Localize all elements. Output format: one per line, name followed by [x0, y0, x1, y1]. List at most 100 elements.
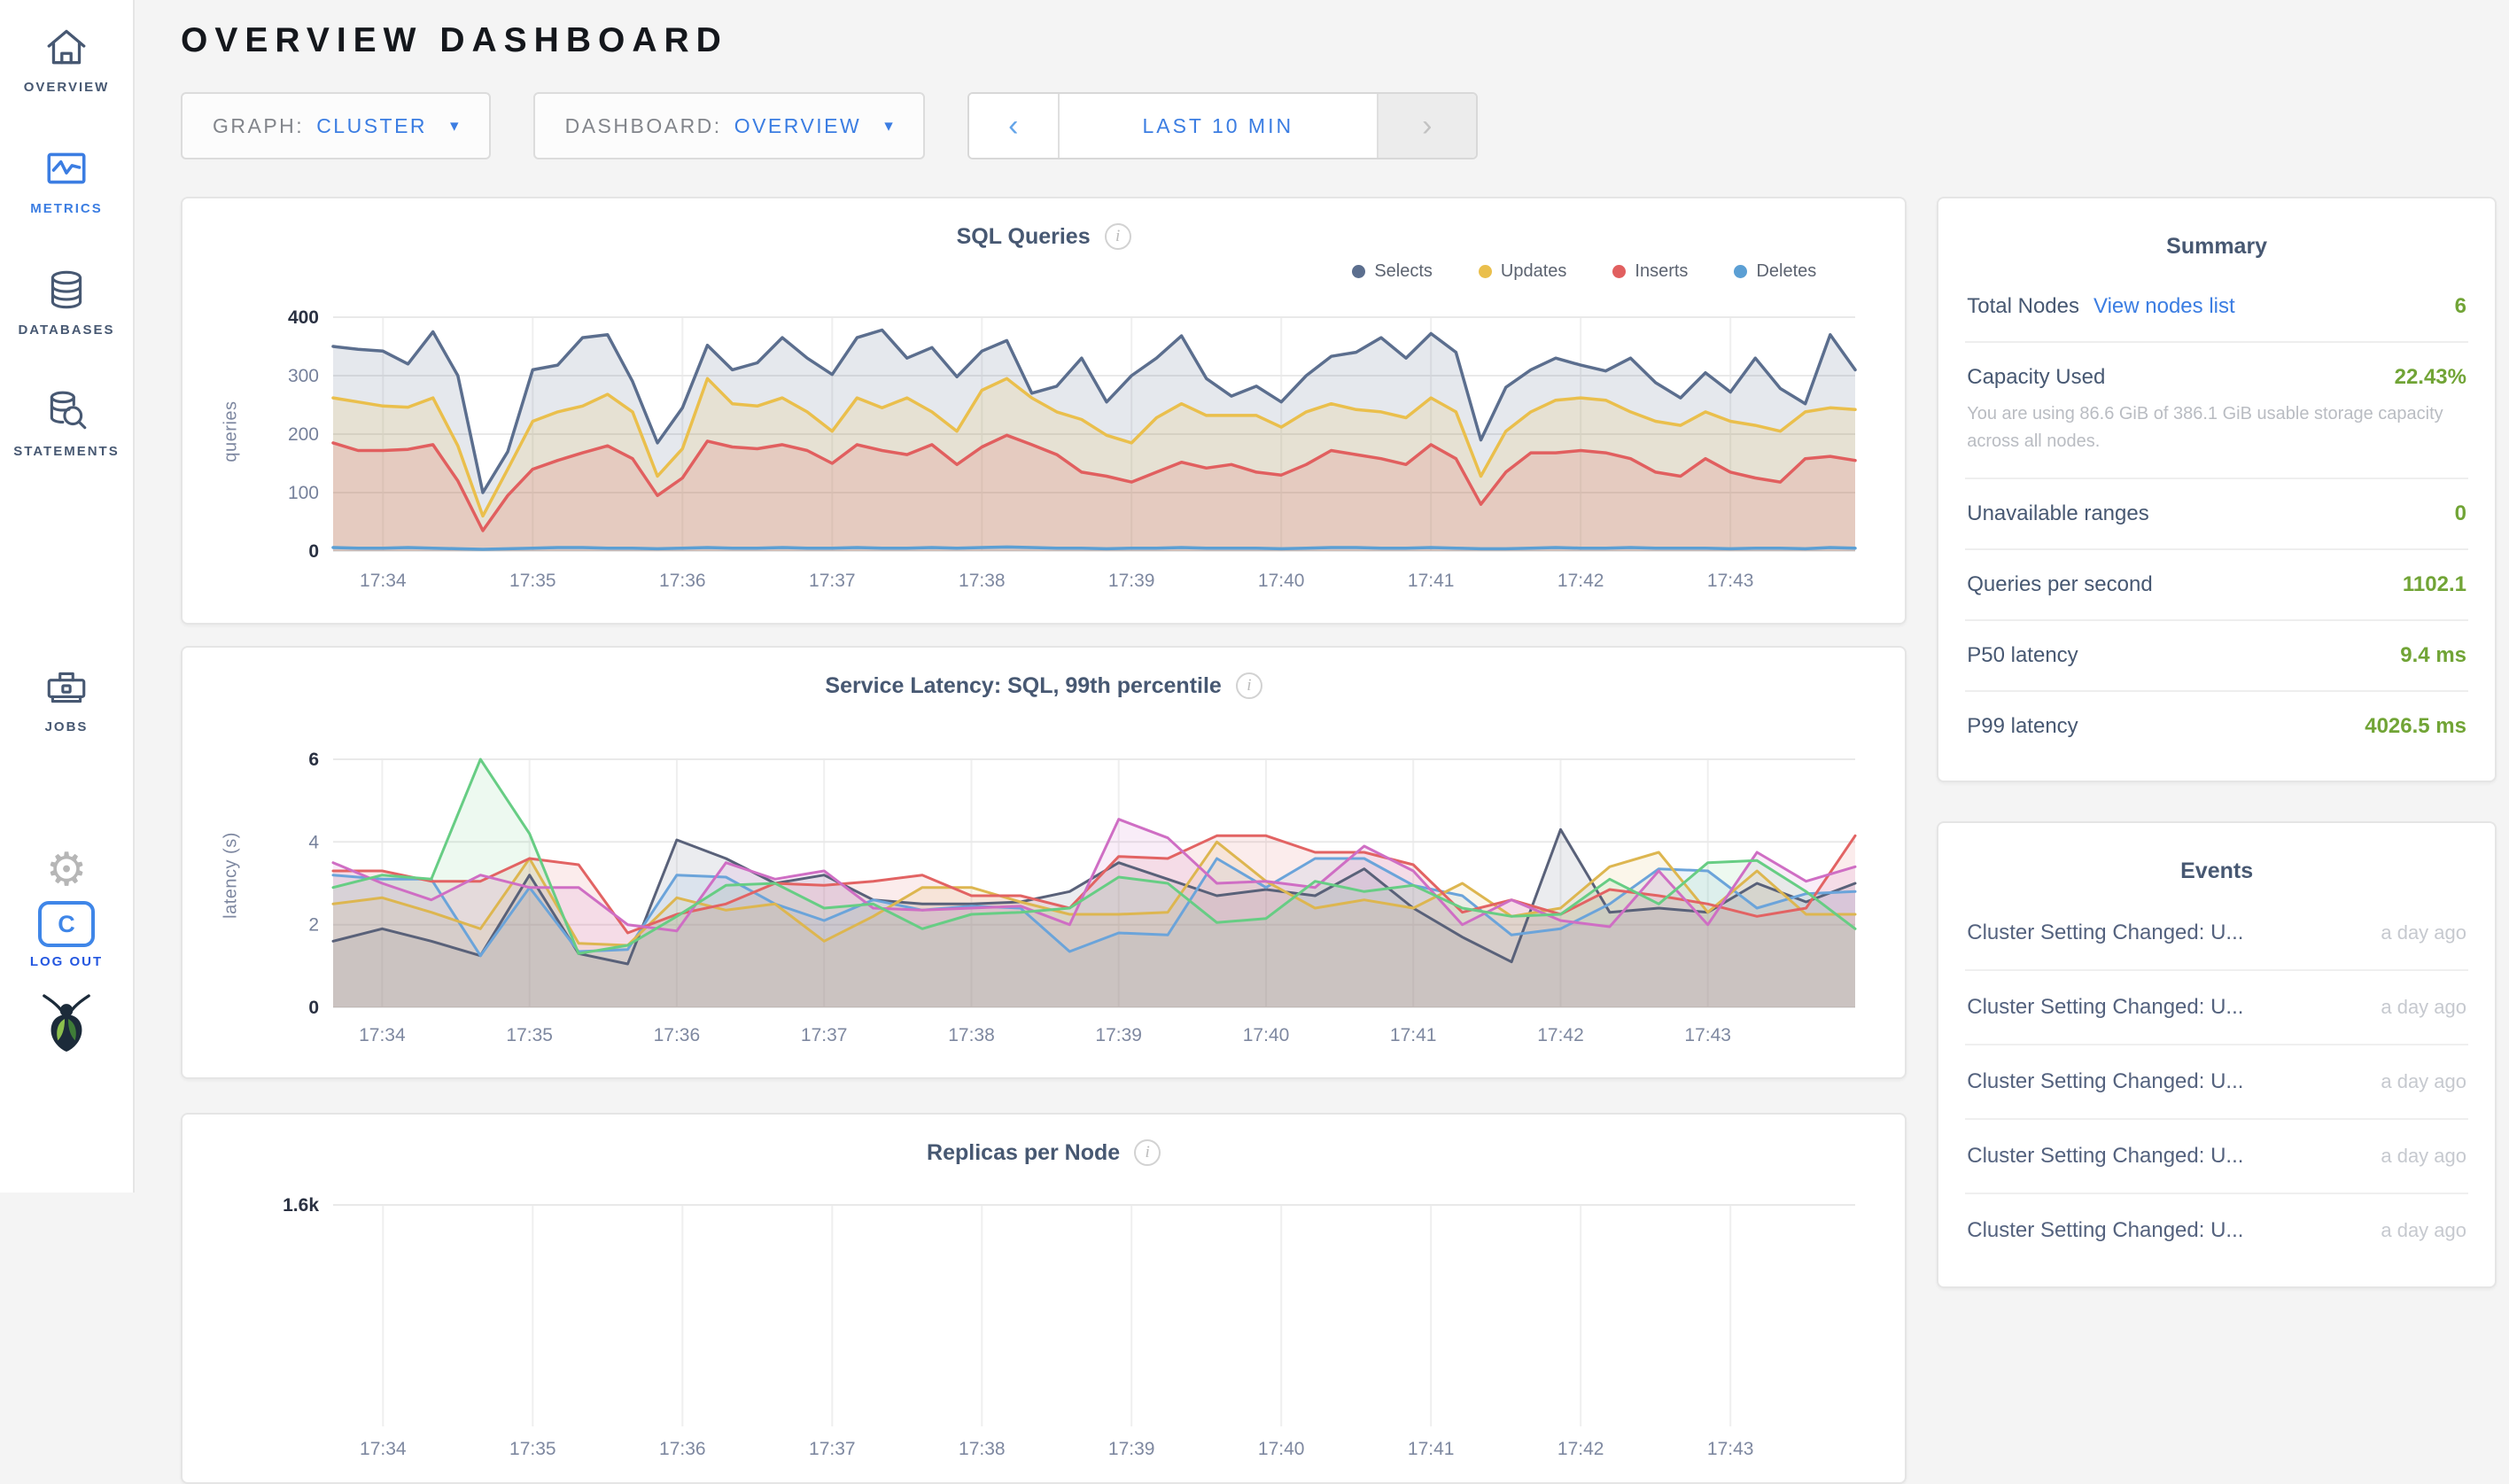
event-time: a day ago — [2381, 921, 2466, 944]
svg-text:0: 0 — [308, 998, 319, 1018]
summary-row-p50: P50 latency 9.4 ms — [1965, 621, 2468, 692]
event-time: a day ago — [2381, 1219, 2466, 1242]
metrics-icon — [43, 144, 90, 192]
svg-text:17:41: 17:41 — [1390, 1025, 1437, 1045]
capacity-caption: You are using 86.6 GiB of 386.1 GiB usab… — [1967, 400, 2466, 455]
event-row[interactable]: Cluster Setting Changed: U... a day ago — [1965, 971, 2468, 1045]
svg-text:17:37: 17:37 — [801, 1025, 848, 1045]
service-latency-card: Service Latency: SQL, 99th percentile i … — [181, 646, 1907, 1079]
event-text: Cluster Setting Changed: U... — [1967, 1218, 2243, 1243]
event-row[interactable]: Cluster Setting Changed: U... a day ago — [1965, 1120, 2468, 1194]
svg-text:17:35: 17:35 — [509, 571, 556, 591]
svg-text:17:36: 17:36 — [659, 1439, 706, 1459]
legend-dot — [1479, 265, 1492, 278]
info-icon[interactable]: i — [1134, 1139, 1161, 1166]
summary-label: Capacity Used — [1967, 365, 2105, 390]
svg-text:17:39: 17:39 — [1095, 1025, 1142, 1045]
legend-label: Deletes — [1756, 261, 1816, 282]
graph-dropdown[interactable]: GRAPH: CLUSTER ▾ — [181, 92, 491, 159]
svg-text:200: 200 — [288, 424, 319, 445]
svg-text:17:40: 17:40 — [1258, 1439, 1305, 1459]
svg-text:17:37: 17:37 — [809, 571, 856, 591]
svg-text:17:43: 17:43 — [1707, 571, 1754, 591]
main-content: OVERVIEW DASHBOARD GRAPH: CLUSTER ▾ DASH… — [133, 0, 2509, 1484]
event-text: Cluster Setting Changed: U... — [1967, 1144, 2243, 1169]
summary-value: 6 — [2455, 294, 2466, 319]
event-row[interactable]: Cluster Setting Changed: U... a day ago — [1965, 897, 2468, 971]
svg-text:6: 6 — [308, 750, 319, 770]
event-time: a day ago — [2381, 1070, 2466, 1093]
svg-text:17:40: 17:40 — [1243, 1025, 1290, 1045]
sql-queries-card: SQL Queries i Selects Updates Inserts — [181, 197, 1907, 625]
event-row[interactable]: Cluster Setting Changed: U... a day ago — [1965, 1194, 2468, 1267]
chevron-down-icon: ▾ — [884, 116, 893, 136]
svg-text:17:34: 17:34 — [359, 1025, 406, 1045]
summary-value: 4026.5 ms — [2365, 714, 2466, 739]
event-time: a day ago — [2381, 996, 2466, 1019]
legend-item-updates: Updates — [1479, 261, 1567, 282]
svg-text:400: 400 — [288, 307, 319, 328]
sidebar-item-overview[interactable]: OVERVIEW — [24, 23, 110, 95]
legend-item-deletes: Deletes — [1734, 261, 1816, 282]
chart-title: Replicas per Node — [927, 1140, 1120, 1166]
svg-text:17:37: 17:37 — [809, 1439, 856, 1459]
svg-text:17:35: 17:35 — [506, 1025, 553, 1045]
svg-text:17:38: 17:38 — [959, 571, 1006, 591]
y-axis-title: queries — [221, 369, 242, 493]
sidebar-item-metrics[interactable]: METRICS — [30, 144, 103, 216]
sidebar-item-settings[interactable]: ⚙ — [46, 848, 88, 892]
svg-text:17:38: 17:38 — [948, 1025, 995, 1045]
sidebar-item-label: STATEMENTS — [13, 444, 119, 459]
view-nodes-link[interactable]: View nodes list — [2093, 294, 2235, 318]
summary-value: 1102.1 — [2403, 572, 2466, 597]
svg-text:17:39: 17:39 — [1108, 1439, 1155, 1459]
svg-text:100: 100 — [288, 483, 319, 503]
dashboard-dropdown[interactable]: DASHBOARD: OVERVIEW ▾ — [533, 92, 925, 159]
event-text: Cluster Setting Changed: U... — [1967, 1069, 2243, 1094]
svg-text:1.6k: 1.6k — [283, 1195, 319, 1216]
sidebar-item-label: DATABASES — [18, 322, 114, 338]
summary-label: Queries per second — [1967, 572, 2152, 597]
sidebar-item-logout[interactable]: C LOG OUT — [30, 901, 103, 969]
legend-item-inserts: Inserts — [1612, 261, 1688, 282]
cockroachdb-logo[interactable] — [39, 992, 94, 1053]
event-text: Cluster Setting Changed: U... — [1967, 921, 2243, 945]
svg-text:17:39: 17:39 — [1108, 571, 1155, 591]
time-range-button[interactable]: LAST 10 MIN — [1060, 94, 1377, 158]
time-next-button[interactable]: › — [1377, 94, 1476, 158]
legend-label: Updates — [1501, 261, 1567, 282]
controls-bar: GRAPH: CLUSTER ▾ DASHBOARD: OVERVIEW ▾ ‹… — [181, 92, 2497, 159]
databases-icon — [43, 266, 90, 314]
sidebar-item-statements[interactable]: STATEMENTS — [13, 387, 119, 459]
svg-text:17:42: 17:42 — [1557, 1439, 1604, 1459]
legend-dot — [1352, 265, 1365, 278]
y-axis-title: latency (s) — [221, 813, 242, 937]
svg-text:17:43: 17:43 — [1707, 1439, 1754, 1459]
info-icon[interactable]: i — [1236, 672, 1262, 699]
sidebar-item-jobs[interactable]: JOBS — [43, 663, 90, 734]
svg-text:300: 300 — [288, 366, 319, 386]
legend-dot — [1734, 265, 1747, 278]
summary-title: Summary — [1965, 234, 2468, 260]
event-time: a day ago — [2381, 1145, 2466, 1168]
svg-text:4: 4 — [308, 832, 319, 852]
events-panel: Events Cluster Setting Changed: U... a d… — [1937, 821, 2497, 1288]
svg-text:17:34: 17:34 — [360, 571, 407, 591]
event-row[interactable]: Cluster Setting Changed: U... a day ago — [1965, 1045, 2468, 1120]
svg-text:17:41: 17:41 — [1408, 1439, 1455, 1459]
graph-dropdown-label: GRAPH: — [213, 114, 304, 138]
summary-value: 9.4 ms — [2400, 643, 2466, 668]
jobs-icon — [43, 663, 90, 711]
logout-letter: C — [58, 911, 75, 938]
chevron-down-icon: ▾ — [450, 116, 459, 136]
svg-text:17:36: 17:36 — [659, 571, 706, 591]
time-prev-button[interactable]: ‹ — [969, 94, 1060, 158]
info-icon[interactable]: i — [1105, 223, 1131, 250]
sidebar-item-databases[interactable]: DATABASES — [18, 266, 114, 338]
summary-label: P50 latency — [1967, 643, 2078, 668]
summary-value: 0 — [2455, 501, 2466, 526]
